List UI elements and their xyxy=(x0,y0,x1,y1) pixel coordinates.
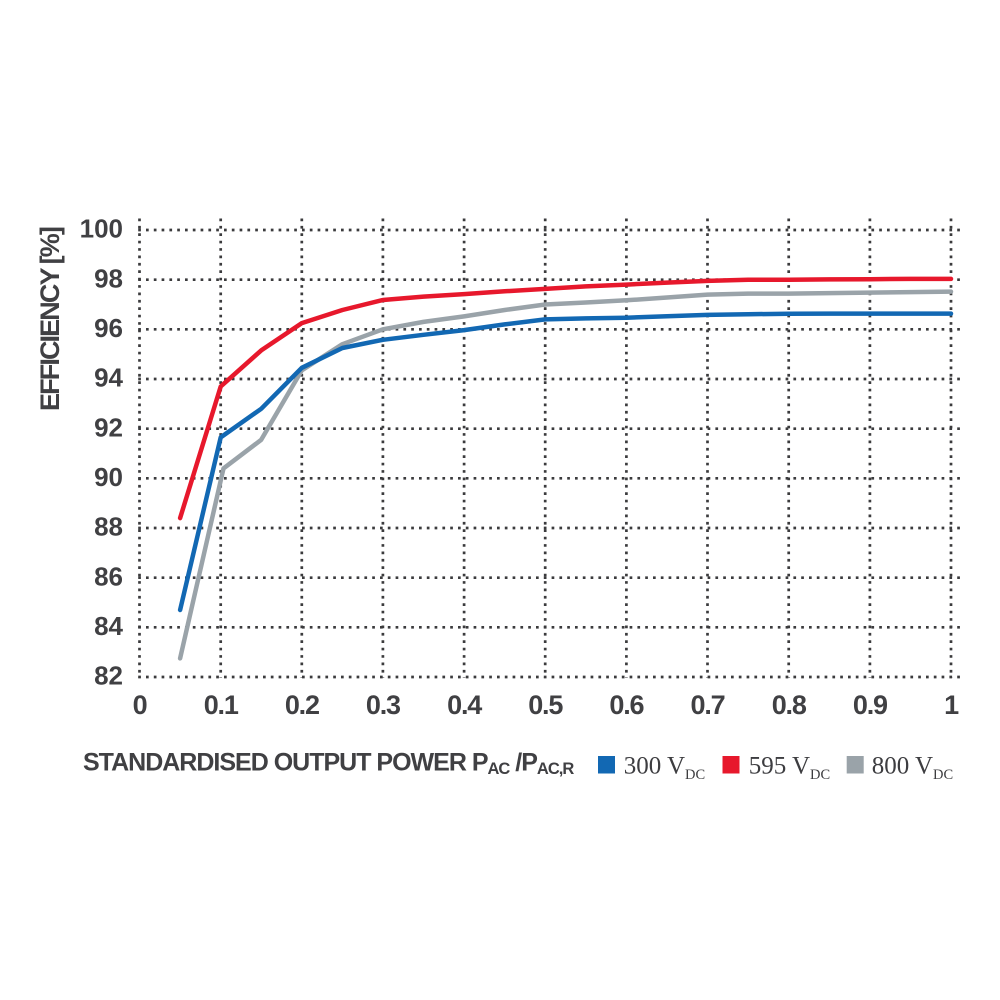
svg-text:82: 82 xyxy=(94,661,123,691)
svg-text:94: 94 xyxy=(94,363,123,393)
svg-text:0.2: 0.2 xyxy=(285,690,319,720)
svg-text:88: 88 xyxy=(94,512,123,542)
svg-text:800 VDC: 800 VDC xyxy=(872,753,954,784)
svg-text:0.9: 0.9 xyxy=(853,690,888,720)
svg-text:0: 0 xyxy=(133,690,147,720)
svg-text:100: 100 xyxy=(80,214,123,244)
svg-text:84: 84 xyxy=(94,611,123,641)
svg-text:86: 86 xyxy=(94,561,123,591)
svg-text:0.8: 0.8 xyxy=(772,690,807,720)
svg-text:0.7: 0.7 xyxy=(691,690,725,720)
svg-text:90: 90 xyxy=(94,462,123,492)
svg-text:0.5: 0.5 xyxy=(528,690,563,720)
svg-text:0.1: 0.1 xyxy=(204,690,239,720)
svg-text:1: 1 xyxy=(944,690,959,720)
svg-text:EFFICIENCY [%]: EFFICIENCY [%] xyxy=(35,227,65,411)
svg-text:0.4: 0.4 xyxy=(447,690,482,720)
svg-text:0.3: 0.3 xyxy=(366,690,401,720)
svg-text:STANDARDISED OUTPUT POWER PAC: STANDARDISED OUTPUT POWER PAC /PAC,R xyxy=(83,749,574,779)
svg-text:98: 98 xyxy=(94,263,123,293)
svg-text:92: 92 xyxy=(94,412,123,442)
svg-text:0.6: 0.6 xyxy=(609,690,644,720)
svg-text:96: 96 xyxy=(94,313,123,343)
